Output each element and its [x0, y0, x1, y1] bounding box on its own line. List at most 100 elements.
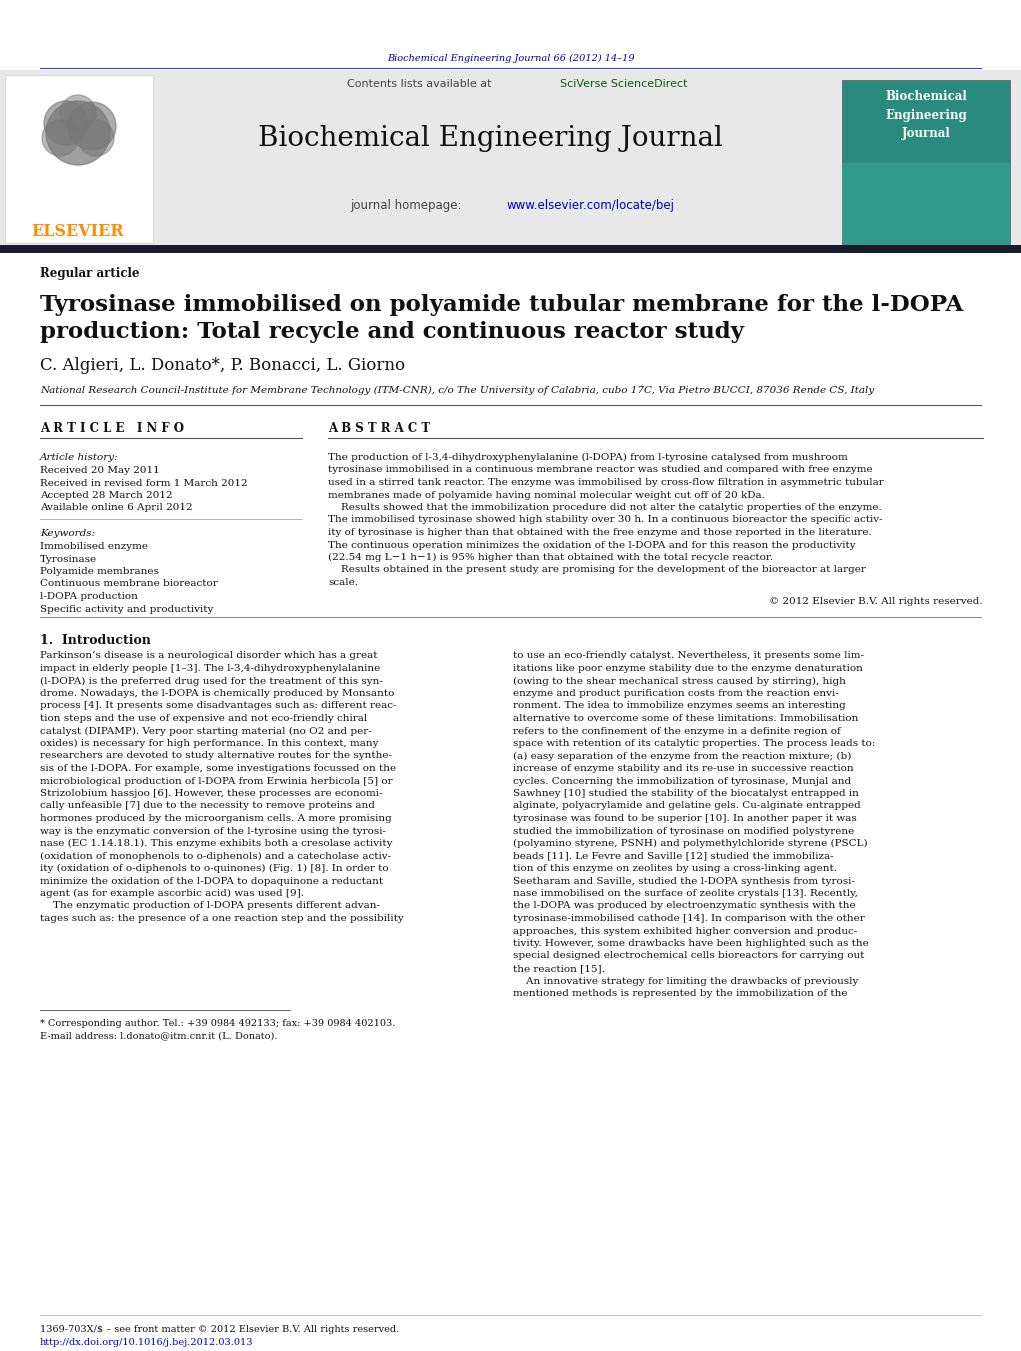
Text: l-DOPA production: l-DOPA production	[40, 592, 138, 601]
Text: cally unfeasible [7] due to the necessity to remove proteins and: cally unfeasible [7] due to the necessit…	[40, 801, 375, 811]
Text: National Research Council-Institute for Membrane Technology (ITM-CNR), c/o The U: National Research Council-Institute for …	[40, 385, 874, 394]
Text: approaches, this system exhibited higher conversion and produc-: approaches, this system exhibited higher…	[513, 927, 858, 935]
Text: sis of the l-DOPA. For example, some investigations focussed on the: sis of the l-DOPA. For example, some inv…	[40, 765, 396, 773]
Text: way is the enzymatic conversion of the l-tyrosine using the tyrosi-: way is the enzymatic conversion of the l…	[40, 827, 386, 835]
Text: process [4]. It presents some disadvantages such as: different reac-: process [4]. It presents some disadvanta…	[40, 701, 396, 711]
Bar	[842, 80, 1010, 246]
Text: Polyamide membranes: Polyamide membranes	[40, 567, 159, 576]
Text: Tyrosinase: Tyrosinase	[40, 554, 97, 563]
Text: Continuous membrane bioreactor: Continuous membrane bioreactor	[40, 580, 217, 589]
Text: (a) easy separation of the enzyme from the reaction mixture; (b): (a) easy separation of the enzyme from t…	[513, 751, 852, 761]
Text: oxides) is necessary for high performance. In this context, many: oxides) is necessary for high performanc…	[40, 739, 379, 748]
Text: (l-DOPA) is the preferred drug used for the treatment of this syn-: (l-DOPA) is the preferred drug used for …	[40, 677, 383, 685]
Text: 1369-703X/$ – see front matter © 2012 Elsevier B.V. All rights reserved.: 1369-703X/$ – see front matter © 2012 El…	[40, 1325, 399, 1333]
Text: catalyst (DIPAMP). Very poor starting material (no O2 and per-: catalyst (DIPAMP). Very poor starting ma…	[40, 727, 372, 736]
Circle shape	[60, 95, 96, 131]
Text: An innovative strategy for limiting the drawbacks of previously: An innovative strategy for limiting the …	[513, 977, 859, 985]
Text: SciVerse ScienceDirect: SciVerse ScienceDirect	[560, 78, 687, 89]
Text: tyrosinase-immobilised cathode [14]. In comparison with the other: tyrosinase-immobilised cathode [14]. In …	[513, 915, 865, 923]
Bar	[5, 76, 153, 243]
Text: A R T I C L E   I N F O: A R T I C L E I N F O	[40, 422, 184, 435]
Text: Parkinson’s disease is a neurological disorder which has a great: Parkinson’s disease is a neurological di…	[40, 651, 378, 661]
Text: production: Total recycle and continuous reactor study: production: Total recycle and continuous…	[40, 322, 744, 343]
Text: The production of l-3,4-dihydroxyphenylalanine (l-DOPA) from l-tyrosine catalyse: The production of l-3,4-dihydroxyphenyla…	[328, 453, 847, 462]
Text: space with retention of its catalytic properties. The process leads to:: space with retention of its catalytic pr…	[513, 739, 875, 748]
Text: Specific activity and productivity: Specific activity and productivity	[40, 604, 213, 613]
Text: (oxidation of monophenols to o-diphenols) and a catecholase activ-: (oxidation of monophenols to o-diphenols…	[40, 851, 391, 861]
Bar	[842, 163, 1010, 246]
Text: www.elsevier.com/locate/bej: www.elsevier.com/locate/bej	[506, 200, 674, 212]
Text: beads [11]. Le Fevre and Saville [12] studied the immobiliza-: beads [11]. Le Fevre and Saville [12] st…	[513, 851, 833, 861]
Text: Received 20 May 2011: Received 20 May 2011	[40, 466, 159, 476]
Text: Regular article: Regular article	[40, 267, 140, 281]
Text: enzyme and product purification costs from the reaction envi-: enzyme and product purification costs fr…	[513, 689, 838, 698]
Text: Strizolobium hassjoo [6]. However, these processes are economi-: Strizolobium hassjoo [6]. However, these…	[40, 789, 383, 798]
Text: to use an eco-friendly catalyst. Nevertheless, it presents some lim-: to use an eco-friendly catalyst. Neverth…	[513, 651, 864, 661]
Text: journal homepage:: journal homepage:	[350, 200, 469, 212]
Text: (owing to the shear mechanical stress caused by stirring), high: (owing to the shear mechanical stress ca…	[513, 677, 845, 685]
Text: A B S T R A C T: A B S T R A C T	[328, 422, 430, 435]
Text: cycles. Concerning the immobilization of tyrosinase, Munjal and: cycles. Concerning the immobilization of…	[513, 777, 852, 785]
Text: 1.  Introduction: 1. Introduction	[40, 635, 151, 647]
Text: hormones produced by the microorganism cells. A more promising: hormones produced by the microorganism c…	[40, 815, 392, 823]
Text: Biochemical Engineering Journal: Biochemical Engineering Journal	[257, 124, 723, 151]
Text: refers to the confinement of the enzyme in a definite region of: refers to the confinement of the enzyme …	[513, 727, 840, 735]
Text: ELSEVIER: ELSEVIER	[32, 223, 125, 240]
Circle shape	[78, 120, 114, 155]
Text: itations like poor enzyme stability due to the enzyme denaturation: itations like poor enzyme stability due …	[513, 663, 863, 673]
Text: ity (oxidation of o-diphenols to o-quinones) (Fig. 1) [8]. In order to: ity (oxidation of o-diphenols to o-quino…	[40, 865, 389, 873]
Text: minimize the oxidation of the l-DOPA to dopaquinone a reductant: minimize the oxidation of the l-DOPA to …	[40, 877, 383, 885]
Text: Results showed that the immobilization procedure did not alter the catalytic pro: Results showed that the immobilization p…	[328, 503, 882, 512]
Bar	[0, 70, 1021, 249]
Text: http://dx.doi.org/10.1016/j.bej.2012.03.013: http://dx.doi.org/10.1016/j.bej.2012.03.…	[40, 1337, 253, 1347]
Text: membranes made of polyamide having nominal molecular weight cut off of 20 kDa.: membranes made of polyamide having nomin…	[328, 490, 765, 500]
Text: Available online 6 April 2012: Available online 6 April 2012	[40, 504, 193, 512]
Text: E-mail address: l.donato@itm.cnr.it (L. Donato).: E-mail address: l.donato@itm.cnr.it (L. …	[40, 1032, 278, 1040]
Text: increase of enzyme stability and its re-use in successive reaction: increase of enzyme stability and its re-…	[513, 765, 854, 773]
Text: Article history:: Article history:	[40, 453, 118, 462]
Text: Received in revised form 1 March 2012: Received in revised form 1 March 2012	[40, 478, 248, 488]
Text: alginate, polyacrylamide and gelatine gels. Cu-alginate entrapped: alginate, polyacrylamide and gelatine ge…	[513, 801, 861, 811]
Text: ronment. The idea to immobilize enzymes seems an interesting: ronment. The idea to immobilize enzymes …	[513, 701, 845, 711]
Circle shape	[42, 120, 78, 155]
Text: Results obtained in the present study are promising for the development of the b: Results obtained in the present study ar…	[328, 566, 866, 574]
Text: microbiological production of l-DOPA from Erwinia herbicola [5] or: microbiological production of l-DOPA fro…	[40, 777, 393, 785]
Text: tages such as: the presence of a one reaction step and the possibility: tages such as: the presence of a one rea…	[40, 915, 403, 923]
Text: the l-DOPA was produced by electroenzymatic synthesis with the: the l-DOPA was produced by electroenzyma…	[513, 901, 856, 911]
Text: the reaction [15].: the reaction [15].	[513, 965, 604, 973]
Text: mentioned methods is represented by the immobilization of the: mentioned methods is represented by the …	[513, 989, 847, 998]
Text: Biochemical
Engineering
Journal: Biochemical Engineering Journal	[885, 91, 967, 139]
Circle shape	[44, 101, 88, 145]
Text: Biochemical Engineering Journal 66 (2012) 14–19: Biochemical Engineering Journal 66 (2012…	[387, 54, 635, 62]
Text: The enzymatic production of l-DOPA presents different advan-: The enzymatic production of l-DOPA prese…	[40, 901, 380, 911]
Text: ity of tyrosinase is higher than that obtained with the free enzyme and those re: ity of tyrosinase is higher than that ob…	[328, 528, 872, 536]
Text: (22.54 mg L−1 h−1) is 95% higher than that obtained with the total recycle react: (22.54 mg L−1 h−1) is 95% higher than th…	[328, 553, 773, 562]
Text: C. Algieri, L. Donato*, P. Bonacci, L. Giorno: C. Algieri, L. Donato*, P. Bonacci, L. G…	[40, 357, 405, 373]
Bar	[0, 245, 1021, 253]
Text: © 2012 Elsevier B.V. All rights reserved.: © 2012 Elsevier B.V. All rights reserved…	[770, 597, 983, 605]
Circle shape	[68, 101, 116, 150]
Circle shape	[46, 101, 110, 165]
Text: tion of this enzyme on zeolites by using a cross-linking agent.: tion of this enzyme on zeolites by using…	[513, 865, 837, 873]
Text: nase immobilised on the surface of zeolite crystals [13]. Recently,: nase immobilised on the surface of zeoli…	[513, 889, 858, 898]
Text: Contents lists available at: Contents lists available at	[347, 78, 495, 89]
Text: * Corresponding author. Tel.: +39 0984 492133; fax: +39 0984 402103.: * Corresponding author. Tel.: +39 0984 4…	[40, 1020, 395, 1028]
Text: The continuous operation minimizes the oxidation of the l-DOPA and for this reas: The continuous operation minimizes the o…	[328, 540, 856, 550]
Text: used in a stirred tank reactor. The enzyme was immobilised by cross-flow filtrat: used in a stirred tank reactor. The enzy…	[328, 478, 884, 486]
Text: nase (EC 1.14.18.1). This enzyme exhibits both a cresolase activity: nase (EC 1.14.18.1). This enzyme exhibit…	[40, 839, 392, 848]
Text: Tyrosinase immobilised on polyamide tubular membrane for the l-DOPA: Tyrosinase immobilised on polyamide tubu…	[40, 295, 963, 316]
Text: studied the immobilization of tyrosinase on modified polystyrene: studied the immobilization of tyrosinase…	[513, 827, 855, 835]
Text: tion steps and the use of expensive and not eco-friendly chiral: tion steps and the use of expensive and …	[40, 713, 368, 723]
Text: The immobilised tyrosinase showed high stability over 30 h. In a continuous bior: The immobilised tyrosinase showed high s…	[328, 516, 882, 524]
Text: scale.: scale.	[328, 578, 358, 586]
Text: special designed electrochemical cells bioreactors for carrying out: special designed electrochemical cells b…	[513, 951, 865, 961]
Text: researchers are devoted to study alternative routes for the synthe-: researchers are devoted to study alterna…	[40, 751, 392, 761]
Text: impact in elderly people [1–3]. The l-3,4-dihydroxyphenylalanine: impact in elderly people [1–3]. The l-3,…	[40, 663, 380, 673]
Text: alternative to overcome some of these limitations. Immobilisation: alternative to overcome some of these li…	[513, 713, 859, 723]
Text: Accepted 28 March 2012: Accepted 28 March 2012	[40, 490, 173, 500]
Text: Sawhney [10] studied the stability of the biocatalyst entrapped in: Sawhney [10] studied the stability of th…	[513, 789, 859, 798]
Text: tivity. However, some drawbacks have been highlighted such as the: tivity. However, some drawbacks have bee…	[513, 939, 869, 948]
Text: Keywords:: Keywords:	[40, 530, 95, 538]
Text: (polyamino styrene, PSNH) and polymethylchloride styrene (PSCL): (polyamino styrene, PSNH) and polymethyl…	[513, 839, 868, 848]
Text: drome. Nowadays, the l-DOPA is chemically produced by Monsanto: drome. Nowadays, the l-DOPA is chemicall…	[40, 689, 394, 698]
